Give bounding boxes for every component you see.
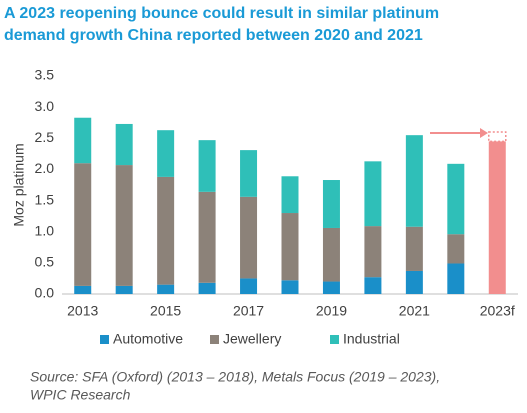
bar-segment — [281, 213, 299, 281]
y-tick-label: 3.5 — [35, 67, 55, 83]
y-tick-label: 1.0 — [35, 222, 55, 238]
bar-segment — [281, 280, 299, 294]
bar-segment — [74, 163, 92, 286]
forecast-bar — [488, 141, 506, 294]
legend-swatch — [330, 335, 339, 344]
forecast-range — [488, 131, 507, 143]
bar-segment — [405, 270, 423, 294]
bar-segment — [240, 278, 258, 294]
chart-title: demand growth China reported between 202… — [4, 27, 423, 44]
source: WPIC Research — [30, 387, 131, 403]
bar-segment — [115, 285, 133, 294]
bar-segment — [157, 176, 175, 285]
bar-segment — [405, 226, 423, 271]
bar-segment — [364, 277, 382, 294]
bar-segment — [322, 281, 340, 294]
x-tick-label: 2023f — [480, 303, 515, 319]
y-tick-label: 0.0 — [35, 285, 55, 301]
bar-segment — [115, 165, 133, 286]
bar-segment — [198, 191, 216, 283]
bar-segment — [364, 161, 382, 227]
bar-segment — [447, 163, 465, 235]
bar-segment — [322, 180, 340, 228]
y-tick-label: 1.5 — [35, 191, 55, 207]
bar-segment — [281, 176, 299, 214]
arrow-head — [480, 128, 488, 138]
legend-swatch — [100, 335, 109, 344]
chart-title: A 2023 reopening bounce could result in … — [4, 5, 439, 22]
bar-segment — [364, 226, 382, 278]
x-tick-label: 2013 — [67, 303, 98, 319]
bar-segment — [447, 263, 465, 294]
bar-segment — [74, 117, 92, 164]
bar-segment — [240, 150, 258, 197]
bar-segment — [198, 140, 216, 192]
bar-segment — [322, 227, 340, 282]
bar-segment — [405, 135, 423, 227]
legend-label: Automotive — [113, 331, 183, 347]
bar-segment — [240, 196, 258, 279]
x-tick-label: 2015 — [150, 303, 181, 319]
bar-segment — [74, 285, 92, 294]
x-tick-label: 2017 — [233, 303, 264, 319]
x-tick-label: 2021 — [399, 303, 430, 319]
y-tick-label: 0.5 — [35, 254, 55, 270]
bar-segment — [447, 234, 465, 264]
bar-segment — [115, 123, 133, 166]
y-tick-label: 3.0 — [35, 98, 55, 114]
source: Source: SFA (Oxford) (2013 – 2018), Meta… — [30, 369, 440, 385]
legend-swatch — [210, 335, 219, 344]
y-tick-label: 2.5 — [35, 129, 55, 145]
y-tick-label: 2.0 — [35, 160, 55, 176]
legend-label: Industrial — [343, 331, 400, 347]
x-tick-label: 2019 — [316, 303, 347, 319]
y-axis-label: Moz platinum — [11, 143, 27, 226]
bar-segment — [157, 284, 175, 294]
bar-segment — [198, 282, 216, 294]
legend-label: Jewellery — [223, 331, 281, 347]
bar-segment — [157, 130, 175, 177]
